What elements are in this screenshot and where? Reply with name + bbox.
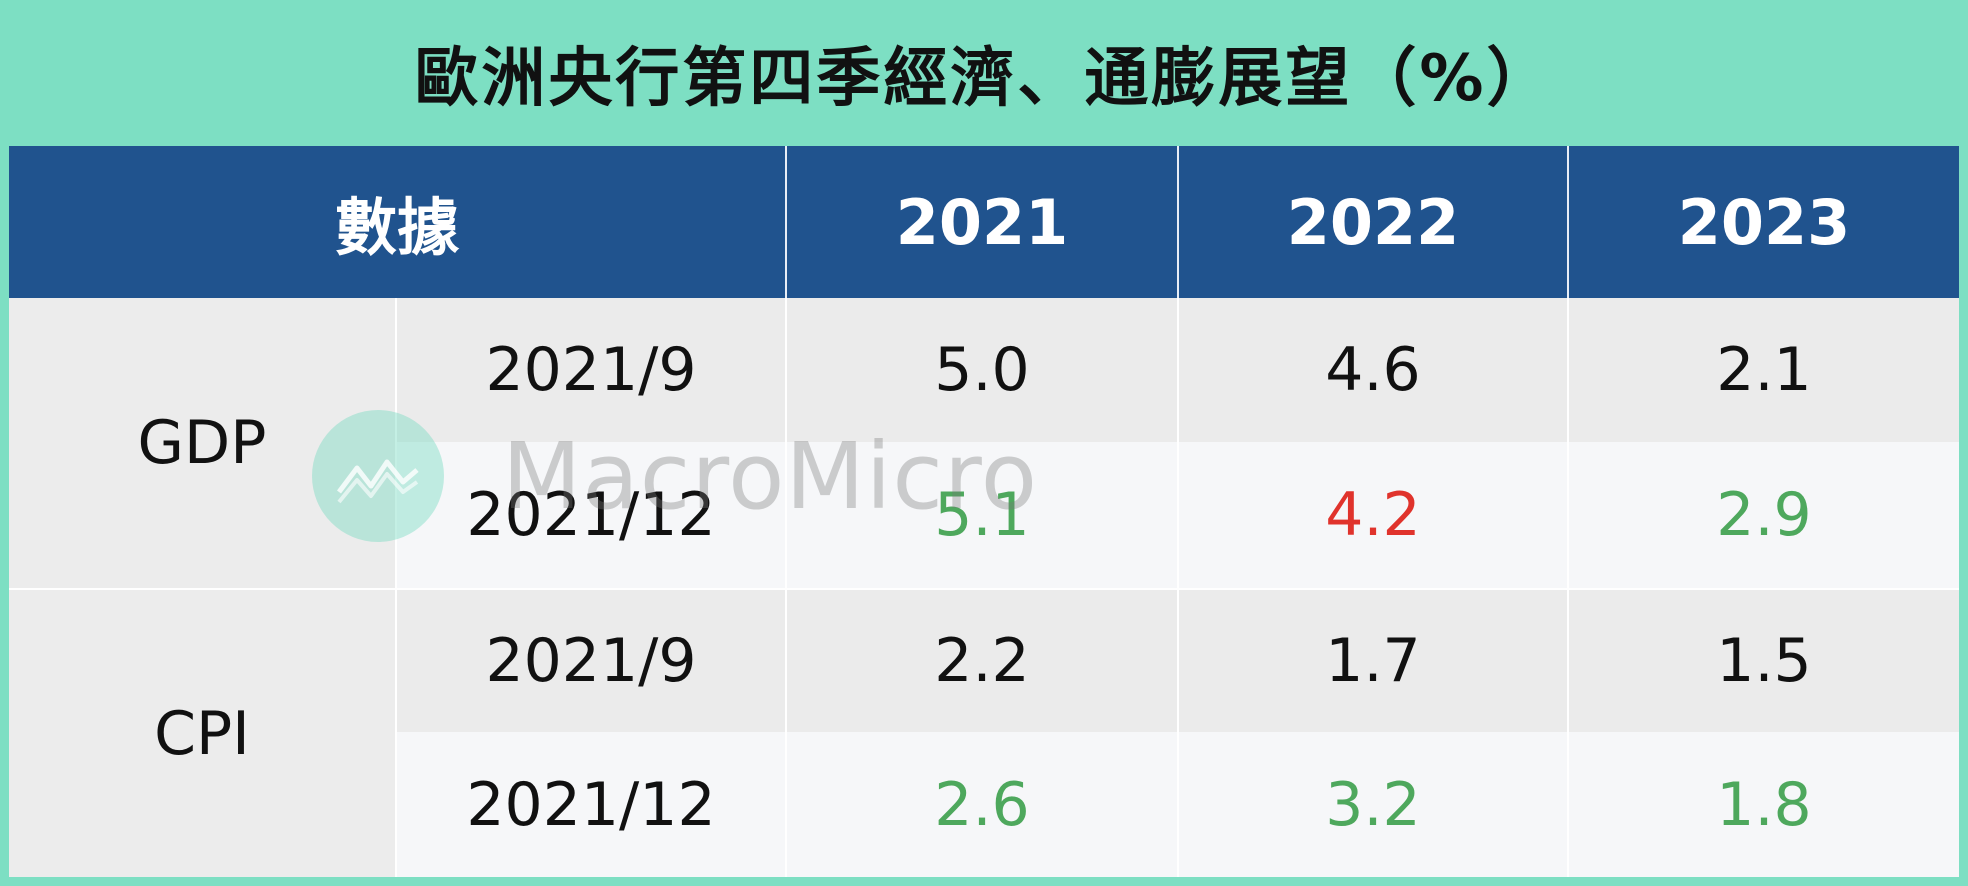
period-cell: 2021/9: [395, 588, 785, 732]
value-cell-up: 2.9: [1567, 442, 1959, 588]
value-cell: 1.5: [1567, 588, 1959, 732]
outlook-table: 數據 2021 2022 2023 GDP 2021/9 5.0 4.6 2.1…: [9, 146, 1959, 877]
column-header-data: 數據: [9, 146, 785, 298]
value-cell-down: 4.2: [1177, 442, 1567, 588]
column-header-2021: 2021: [785, 146, 1177, 298]
row-group-gdp: GDP: [9, 298, 395, 588]
value-cell-up: 1.8: [1567, 732, 1959, 877]
column-header-2023: 2023: [1567, 146, 1959, 298]
page-title: 歐洲央行第四季經濟、通膨展望（%）: [414, 42, 1554, 116]
value-cell-up: 2.6: [785, 732, 1177, 877]
value-cell: 2.1: [1567, 298, 1959, 442]
column-header-2022: 2022: [1177, 146, 1567, 298]
value-cell-up: 5.1: [785, 442, 1177, 588]
row-group-cpi: CPI: [9, 588, 395, 877]
value-cell: 1.7: [1177, 588, 1567, 732]
period-cell: 2021/12: [395, 442, 785, 588]
value-cell: 4.6: [1177, 298, 1567, 442]
period-cell: 2021/12: [395, 732, 785, 877]
value-cell: 2.2: [785, 588, 1177, 732]
value-cell: 5.0: [785, 298, 1177, 442]
value-cell-up: 3.2: [1177, 732, 1567, 877]
period-cell: 2021/9: [395, 298, 785, 442]
